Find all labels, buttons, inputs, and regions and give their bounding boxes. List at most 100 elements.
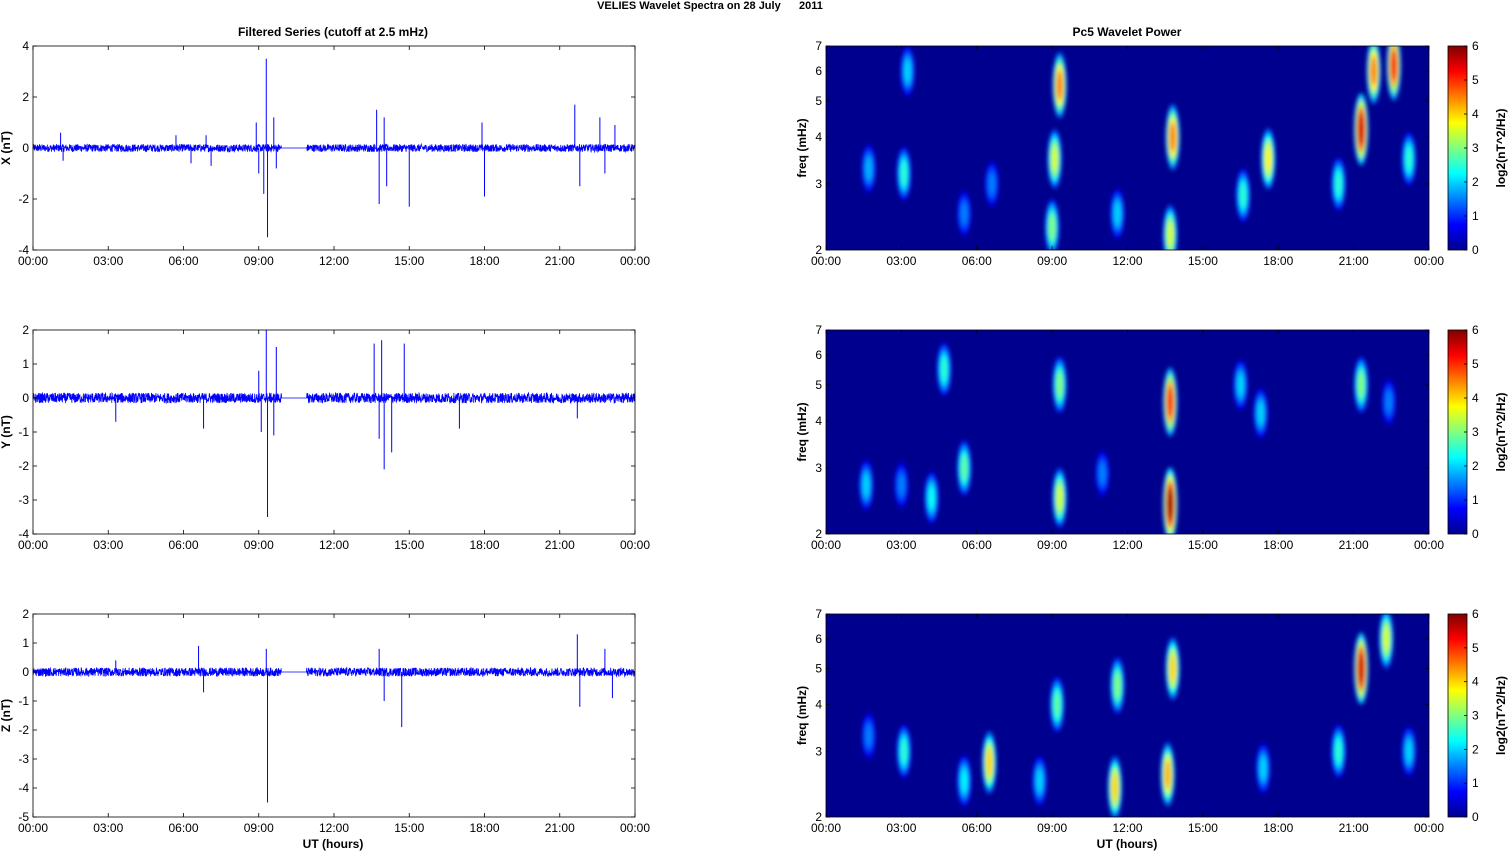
power-blob bbox=[1405, 146, 1412, 171]
power-blob bbox=[1405, 740, 1412, 763]
series-panel-y: 00:00 03:00 06:00 09:00 12:00 15:00 18:00 21:00… bbox=[0, 323, 650, 552]
x-tick-label: 09:00 bbox=[244, 538, 274, 552]
y-tick-label: 3 bbox=[815, 744, 822, 758]
x-tick-label: 21:00 bbox=[1339, 538, 1369, 552]
x-tick-label: 18:00 bbox=[469, 821, 499, 835]
y-tick-label: 4 bbox=[22, 39, 29, 53]
y-tick-label: -5 bbox=[18, 810, 29, 824]
colorbar-tick-label: 0 bbox=[1472, 527, 1479, 541]
colorbar-label: log2(nT^2/Hz) bbox=[1494, 392, 1508, 471]
y-tick-label: 2 bbox=[22, 323, 29, 337]
x-tick-label: 21:00 bbox=[545, 821, 575, 835]
x-tick-label: 12:00 bbox=[1112, 254, 1142, 268]
x-tick-label: 09:00 bbox=[1037, 538, 1067, 552]
power-blob bbox=[1036, 769, 1043, 793]
spectrum-panel-x: 0 1 2 3 4 5 6 log2(nT^2/Hz) 00:00 03:00 06:00 09:00… bbox=[795, 39, 1508, 268]
x-tick-label: 00:00 bbox=[1414, 254, 1444, 268]
x-tick-label: 06:00 bbox=[168, 254, 198, 268]
colorbar-label: log2(nT^2/Hz) bbox=[1494, 108, 1508, 187]
y-tick-label: 5 bbox=[815, 662, 822, 676]
colorbar-tick-label: 3 bbox=[1472, 709, 1479, 723]
colorbar-tick-label: 5 bbox=[1472, 73, 1479, 87]
power-blob bbox=[1167, 221, 1174, 248]
colorbar-tick-label: 0 bbox=[1472, 243, 1479, 257]
x-tick-label: 03:00 bbox=[886, 821, 916, 835]
y-tick-label: 6 bbox=[815, 64, 822, 78]
x-tick-label: 06:00 bbox=[962, 254, 992, 268]
x-tick-label: 15:00 bbox=[1188, 538, 1218, 552]
power-blob bbox=[1335, 739, 1342, 764]
power-blob bbox=[988, 173, 995, 195]
x-tick-label: 09:00 bbox=[244, 821, 274, 835]
power-blob bbox=[1114, 672, 1121, 699]
power-blob bbox=[986, 748, 993, 777]
x-tick-label: 09:00 bbox=[1037, 254, 1067, 268]
y-tick-label: 2 bbox=[22, 90, 29, 104]
x-tick-label: 12:00 bbox=[319, 538, 349, 552]
y-tick-label: 3 bbox=[815, 461, 822, 475]
y-axis-label: X (nT) bbox=[0, 131, 13, 165]
x-tick-label: 21:00 bbox=[1339, 254, 1369, 268]
colorbar-tick-label: 2 bbox=[1472, 175, 1479, 189]
y-tick-label: 4 bbox=[815, 414, 822, 428]
power-blob bbox=[1114, 202, 1121, 225]
y-tick-label: -3 bbox=[18, 752, 29, 766]
power-blob bbox=[1056, 372, 1063, 398]
power-blob bbox=[1240, 183, 1247, 208]
power-blob bbox=[904, 59, 911, 83]
colorbar-tick-label: 0 bbox=[1472, 810, 1479, 824]
y-tick-label: 2 bbox=[815, 810, 822, 824]
y-tick-label: 0 bbox=[22, 391, 29, 405]
x-tick-label: 18:00 bbox=[1263, 821, 1293, 835]
power-blob bbox=[1257, 401, 1264, 425]
colorbar-tick-label: 2 bbox=[1472, 459, 1479, 473]
power-blob bbox=[898, 474, 905, 496]
y-tick-label: -2 bbox=[18, 192, 29, 206]
x-tick-label: 18:00 bbox=[1263, 538, 1293, 552]
colorbar-tick-label: 1 bbox=[1472, 493, 1479, 507]
x-tick-label: 15:00 bbox=[394, 821, 424, 835]
power-blob bbox=[1169, 122, 1176, 152]
x-tick-label: 00:00 bbox=[811, 254, 841, 268]
colorbar-tick-label: 1 bbox=[1472, 209, 1479, 223]
y-tick-label: 6 bbox=[815, 632, 822, 646]
colorbar-tick-label: 3 bbox=[1472, 425, 1479, 439]
figure-title: VELIES Wavelet Spectra on 28 July 2011 bbox=[597, 0, 823, 12]
power-blob bbox=[1167, 386, 1174, 418]
spectrum-panel-y: 0 1 2 3 4 5 6 log2(nT^2/Hz) 00:00 03:00 06:00 09:00… bbox=[795, 323, 1508, 552]
x-tick-label: 06:00 bbox=[168, 821, 198, 835]
spectrum-panel-z: 0 1 2 3 4 5 6 log2(nT^2/Hz) 00:00 03:00 06:00 09:00… bbox=[795, 607, 1508, 835]
series-panel-x: 00:00 03:00 06:00 09:00 12:00 15:00 18:00 21:00… bbox=[0, 39, 650, 268]
x-tick-label: 12:00 bbox=[319, 254, 349, 268]
x-tick-label: 00:00 bbox=[620, 254, 650, 268]
x-tick-label: 12:00 bbox=[319, 821, 349, 835]
power-blob bbox=[1099, 462, 1106, 485]
colorbar-tick-label: 6 bbox=[1472, 323, 1479, 337]
left-column-title: Filtered Series (cutoff at 2.5 mHz) bbox=[238, 25, 428, 39]
y-tick-label: 7 bbox=[815, 39, 822, 53]
power-blob bbox=[900, 739, 907, 764]
x-tick-label: 15:00 bbox=[1188, 821, 1218, 835]
power-blob bbox=[865, 157, 872, 180]
x-tick-label: 00:00 bbox=[18, 538, 48, 552]
x-tick-label: 21:00 bbox=[1339, 821, 1369, 835]
x-tick-label: 18:00 bbox=[469, 254, 499, 268]
y-tick-label: -4 bbox=[18, 243, 29, 257]
heatmap-background bbox=[826, 614, 1429, 817]
y-tick-label: -2 bbox=[18, 459, 29, 473]
y-tick-label: 7 bbox=[815, 323, 822, 337]
colorbar-tick-label: 4 bbox=[1472, 391, 1479, 405]
y-axis-label: freq (mHz) bbox=[795, 686, 809, 745]
x-tick-label: 18:00 bbox=[469, 538, 499, 552]
power-blob bbox=[1383, 625, 1390, 653]
heatmap-area bbox=[826, 330, 1429, 534]
left-xlabel: UT (hours) bbox=[303, 837, 364, 851]
y-tick-label: -3 bbox=[18, 493, 29, 507]
y-axis-label: Z (nT) bbox=[0, 699, 13, 732]
y-tick-label: 0 bbox=[22, 141, 29, 155]
y-tick-label: 5 bbox=[815, 94, 822, 108]
x-tick-label: 21:00 bbox=[545, 538, 575, 552]
y-tick-label: 2 bbox=[815, 243, 822, 257]
x-tick-label: 15:00 bbox=[394, 538, 424, 552]
